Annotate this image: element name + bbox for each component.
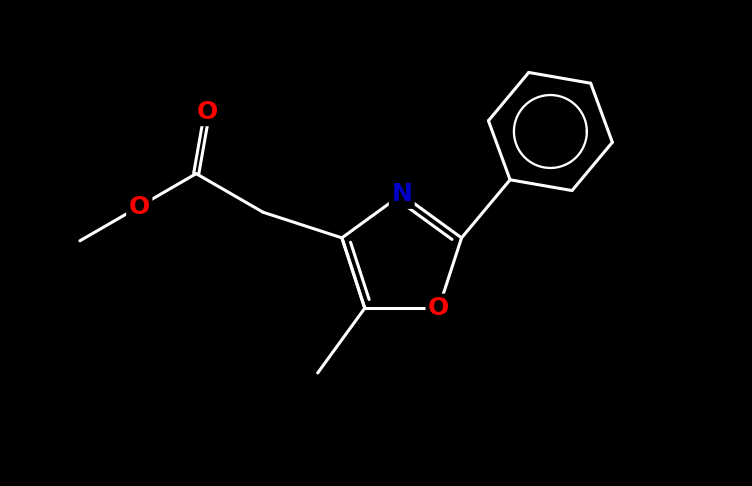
Text: O: O: [196, 100, 218, 124]
Text: O: O: [428, 296, 450, 320]
Text: N: N: [391, 182, 412, 207]
Text: O: O: [129, 194, 150, 219]
